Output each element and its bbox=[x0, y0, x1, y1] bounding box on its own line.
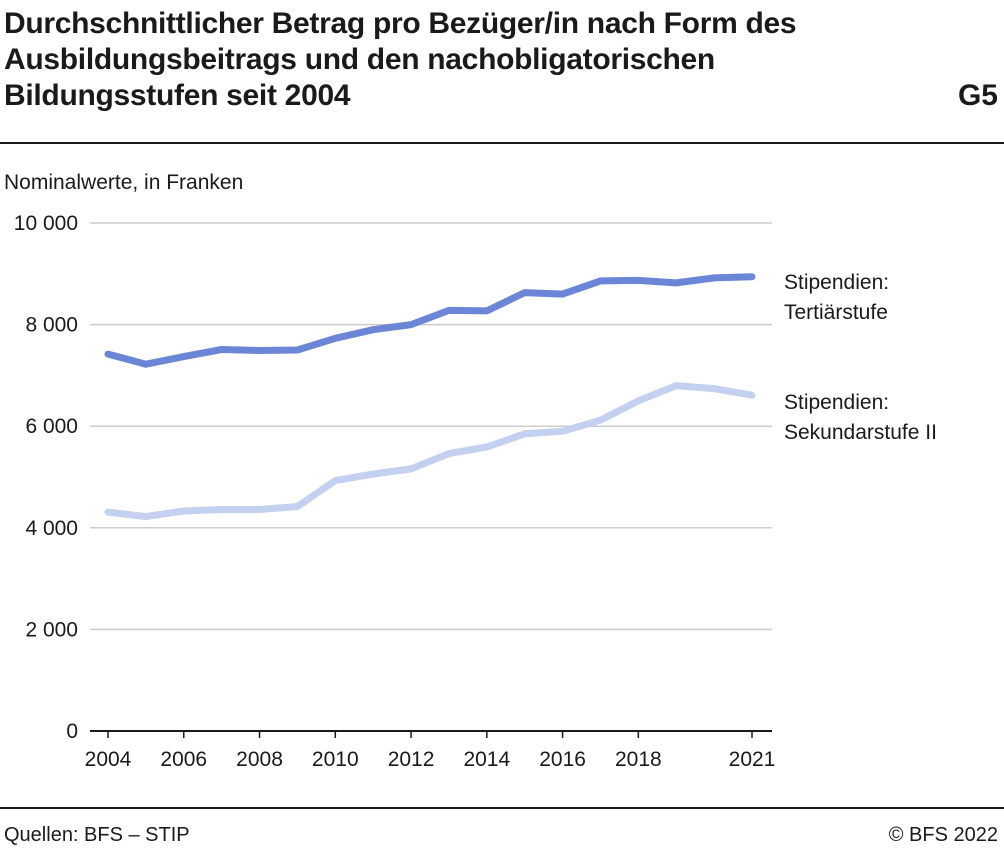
y-tick-label: 6 000 bbox=[25, 415, 78, 438]
x-tick-label: 2012 bbox=[388, 748, 435, 771]
data-point bbox=[561, 293, 564, 296]
series-label-1: Stipendien: Sekundarstufe II bbox=[784, 391, 937, 444]
x-tick-label: 2004 bbox=[85, 748, 132, 771]
series-line-1 bbox=[104, 382, 756, 521]
data-point bbox=[637, 279, 640, 282]
data-point bbox=[410, 467, 413, 470]
series-lines bbox=[104, 273, 756, 521]
source-note: Quellen: BFS – STIP bbox=[4, 824, 190, 846]
data-point bbox=[675, 281, 678, 284]
data-point bbox=[334, 337, 337, 340]
x-tick-label: 2016 bbox=[539, 748, 586, 771]
x-tick-label: 2010 bbox=[312, 748, 359, 771]
y-axis-ticks: 0 2 000 4 000 6 000 8 000 10 000 bbox=[14, 212, 78, 743]
data-point bbox=[523, 432, 526, 435]
header-rule bbox=[0, 142, 1004, 144]
y-tick-label: 2 000 bbox=[25, 618, 78, 641]
footer-rule bbox=[0, 807, 1004, 809]
x-tick-label: 2018 bbox=[615, 748, 662, 771]
data-point bbox=[637, 399, 640, 402]
data-point bbox=[182, 355, 185, 358]
data-point bbox=[372, 328, 375, 331]
data-point bbox=[258, 508, 261, 511]
data-point bbox=[107, 353, 109, 356]
series-label-0: Stipendien: Tertiärstufe bbox=[784, 271, 889, 324]
data-point bbox=[713, 387, 716, 390]
data-point bbox=[220, 508, 223, 511]
data-point bbox=[334, 479, 337, 482]
grid-lines bbox=[90, 222, 772, 732]
chart-subtitle: Nominalwerte, in Franken bbox=[4, 171, 244, 194]
series-label-line: Stipendien: bbox=[784, 391, 889, 414]
data-point bbox=[258, 349, 261, 352]
data-point bbox=[296, 505, 299, 508]
data-point bbox=[447, 309, 450, 312]
data-point bbox=[182, 510, 185, 513]
x-tick-label: 2014 bbox=[463, 748, 510, 771]
y-tick-label: 8 000 bbox=[25, 314, 78, 337]
data-point bbox=[675, 384, 678, 387]
data-point bbox=[599, 419, 602, 422]
data-point bbox=[107, 511, 109, 514]
data-point bbox=[220, 348, 223, 351]
data-point bbox=[144, 363, 147, 366]
data-point bbox=[144, 515, 147, 518]
data-point bbox=[447, 452, 450, 455]
x-tick-label: 2006 bbox=[160, 748, 207, 771]
data-point bbox=[751, 275, 753, 278]
data-point bbox=[296, 349, 299, 351]
data-point bbox=[599, 279, 602, 282]
y-tick-label: 4 000 bbox=[25, 517, 78, 540]
x-axis-ticks: 2004 2006 2008 2010 2012 2014 2016 2018 2021 bbox=[85, 731, 776, 771]
series-label-line: Sekundarstufe II bbox=[784, 421, 937, 444]
data-point bbox=[713, 276, 716, 279]
chart-title: Durchschnittlicher Betrag pro Bezüger/in… bbox=[4, 7, 797, 112]
chart-code: G5 bbox=[957, 79, 998, 112]
data-point bbox=[410, 323, 413, 326]
x-tick-label: 2008 bbox=[236, 748, 283, 771]
line-chart: 0 2 000 4 000 6 000 8 000 10 000 2004 2006 2008… bbox=[14, 212, 937, 771]
copyright-note: © BFS 2022 bbox=[888, 824, 998, 846]
data-point bbox=[485, 309, 488, 312]
series-labels: Stipendien: Tertiärstufe Stipendien: Sekund… bbox=[784, 271, 937, 444]
series-line-0 bbox=[104, 273, 756, 368]
data-point bbox=[751, 394, 753, 397]
data-point bbox=[523, 291, 526, 294]
data-point bbox=[561, 430, 564, 433]
series-label-line: Tertiärstufe bbox=[784, 301, 888, 324]
series-label-line: Stipendien: bbox=[784, 271, 889, 294]
data-point bbox=[372, 472, 375, 475]
data-point bbox=[485, 446, 488, 449]
y-tick-label: 10 000 bbox=[14, 212, 78, 235]
y-tick-label: 0 bbox=[66, 720, 78, 743]
x-tick-label: 2021 bbox=[729, 748, 776, 771]
